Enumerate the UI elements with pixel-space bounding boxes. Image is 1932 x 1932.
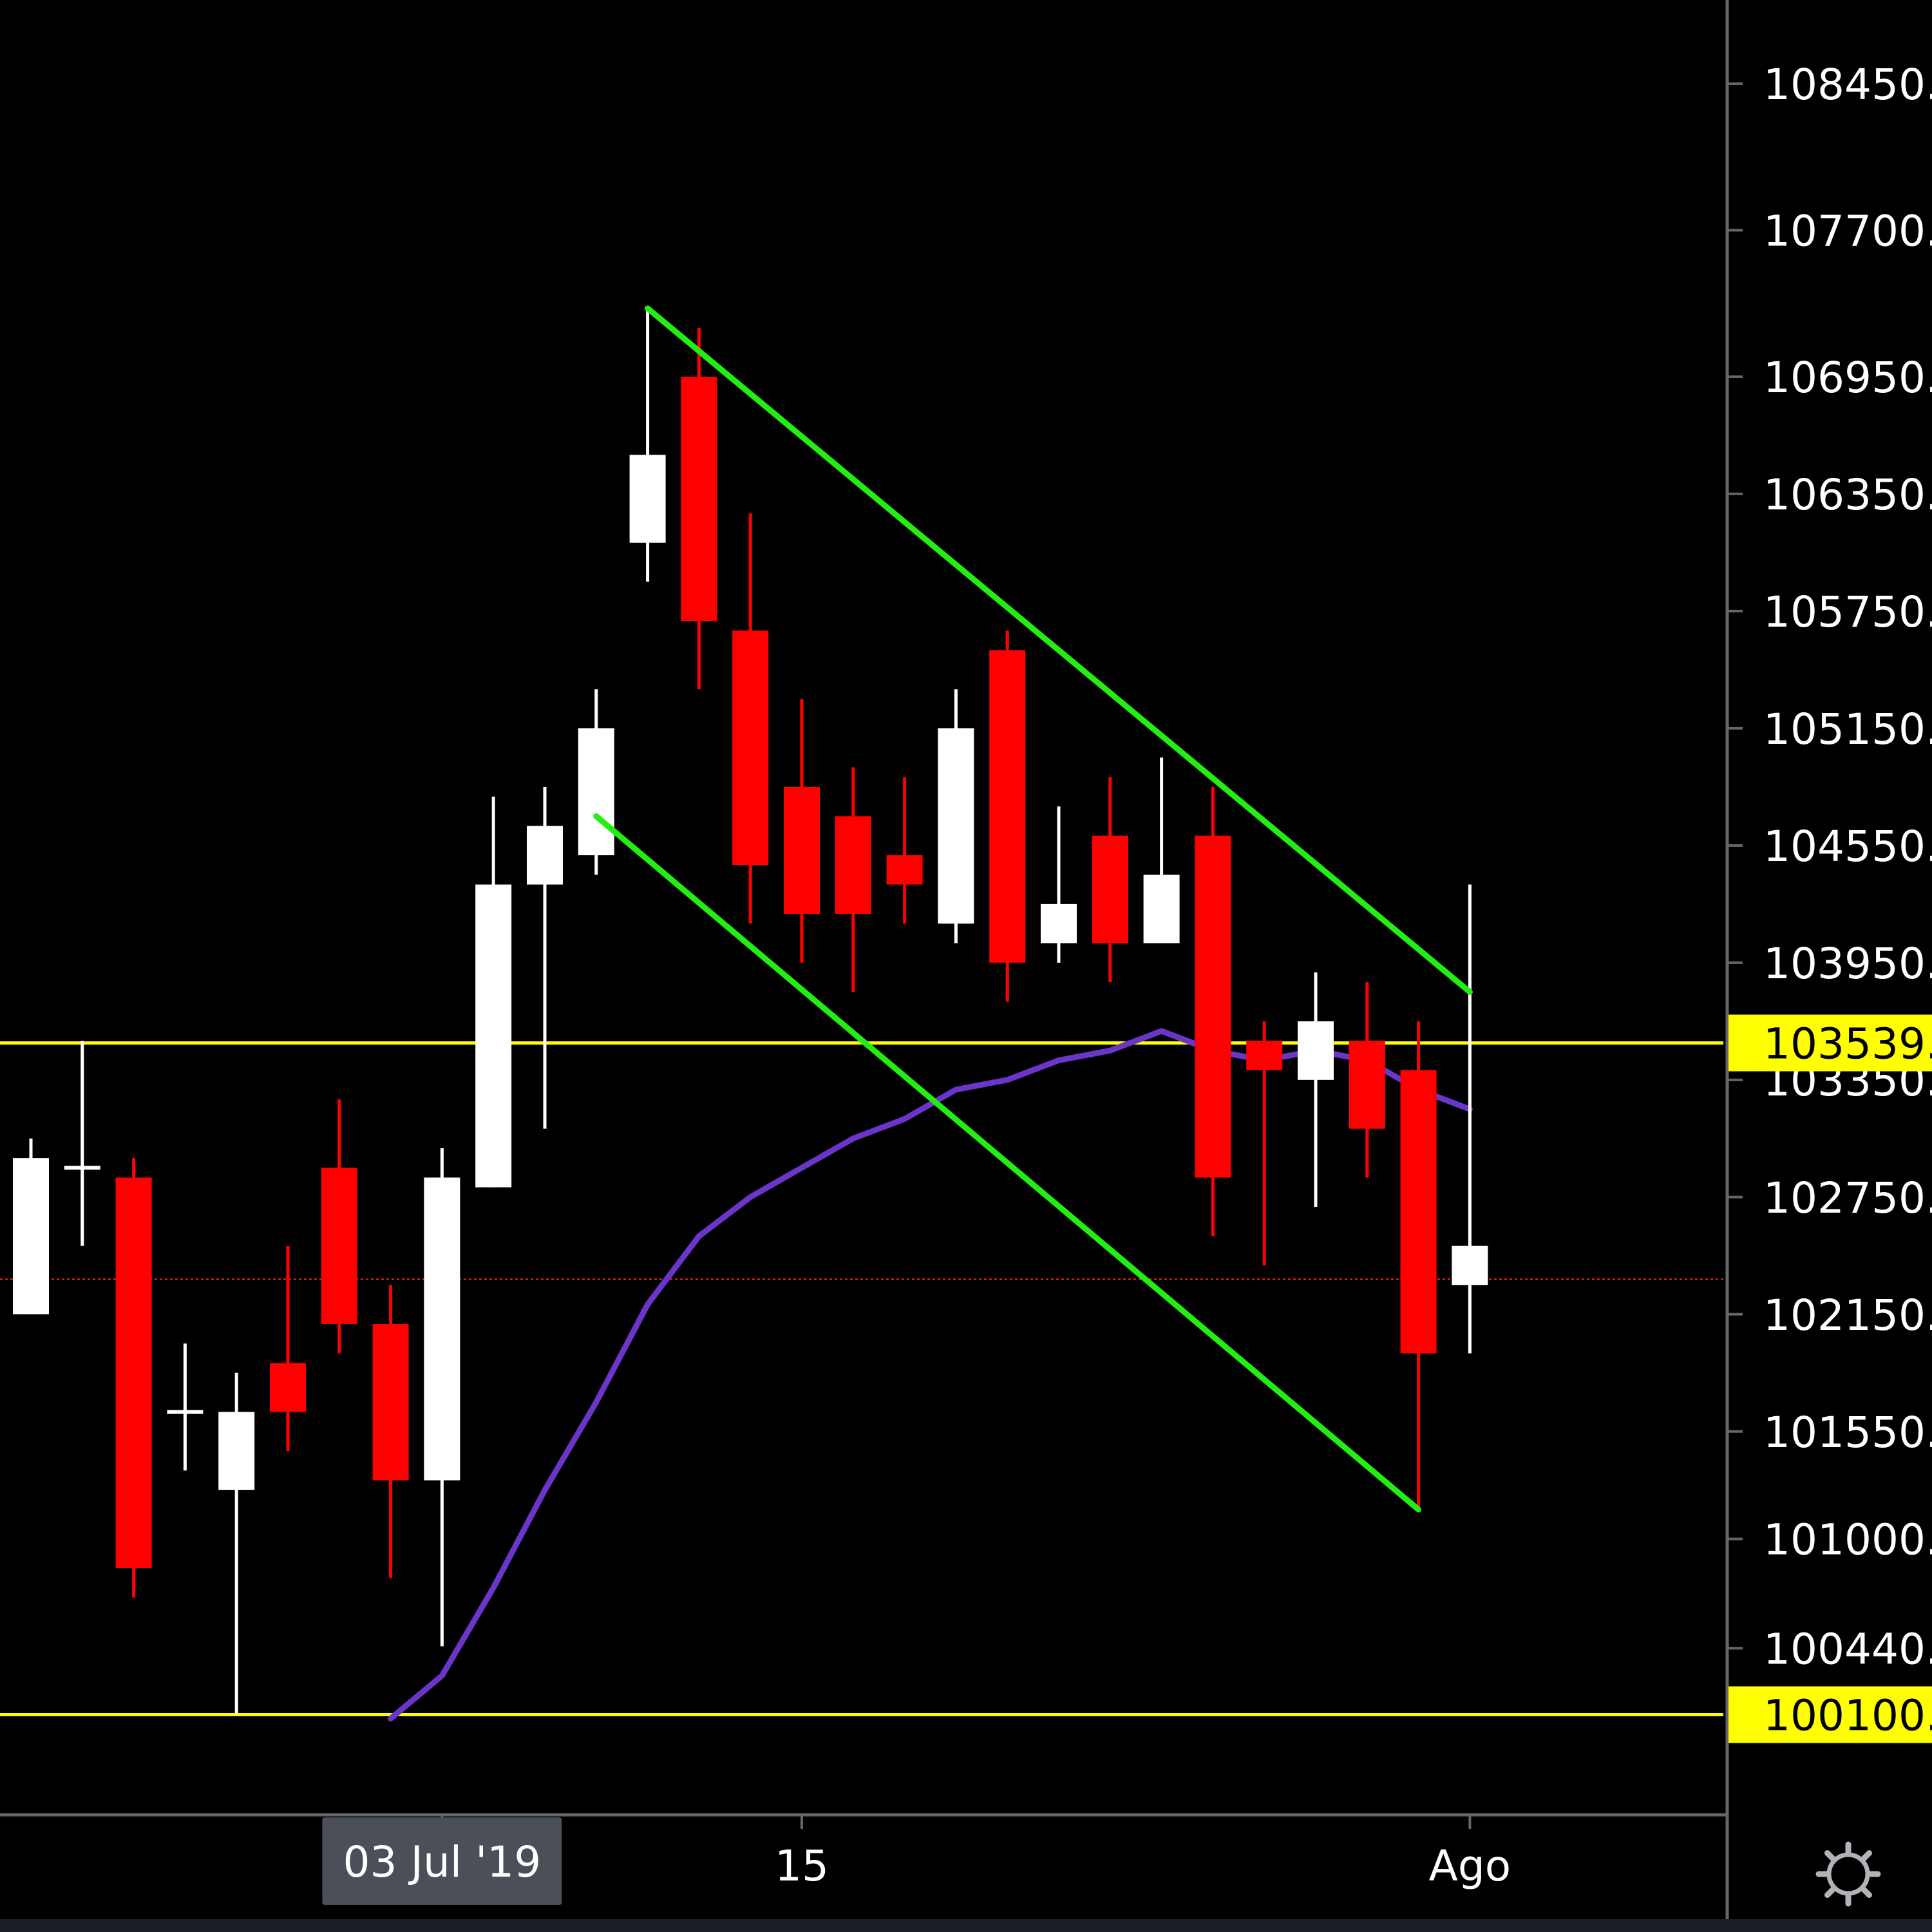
candle-body xyxy=(681,376,717,621)
candle-body xyxy=(1143,875,1180,943)
candle xyxy=(578,689,614,875)
candle xyxy=(629,308,666,582)
candle xyxy=(835,767,871,992)
candle-body xyxy=(938,728,974,924)
level-badge-label-1: 100100.0 xyxy=(1763,1691,1932,1741)
candle-body xyxy=(475,884,512,1188)
price-tick-label: 108450.0 xyxy=(1763,60,1932,109)
candle-body xyxy=(732,630,769,866)
candle xyxy=(1041,806,1077,963)
candle xyxy=(527,786,563,1129)
candle xyxy=(1246,1021,1283,1265)
level-badge-1 xyxy=(1728,1686,1932,1743)
candle-body xyxy=(886,855,923,885)
candle-body xyxy=(424,1177,460,1481)
candle xyxy=(218,1372,255,1715)
candle xyxy=(784,699,820,963)
candle-body xyxy=(64,1166,100,1170)
candle-body xyxy=(1041,904,1077,943)
candle-body xyxy=(784,786,820,914)
level-badge-label-0: 103539.0 xyxy=(1763,1019,1932,1069)
bottom-bar xyxy=(0,1919,1932,1932)
cursor-date-label: 03 Jul '19 xyxy=(343,1837,542,1887)
candle xyxy=(424,1148,460,1647)
price-tick-label: 104550.0 xyxy=(1763,822,1932,871)
price-tick-label: 106950.0 xyxy=(1763,353,1932,402)
trendline-1 xyxy=(593,813,1422,1513)
candle-body xyxy=(1400,1070,1437,1354)
plot-area[interactable] xyxy=(0,305,1723,1722)
candle-body xyxy=(218,1412,255,1490)
candle-body xyxy=(1195,835,1231,1178)
gear-tooth xyxy=(1860,1850,1873,1862)
level-badge-0 xyxy=(1728,1014,1932,1072)
time-axis[interactable]: J15Ago03 Jul '19 xyxy=(0,1813,1932,1932)
candle xyxy=(115,1158,152,1598)
price-tick-label: 105150.0 xyxy=(1763,705,1932,754)
candle-body xyxy=(13,1158,49,1314)
candle xyxy=(13,1138,49,1314)
candle-body xyxy=(527,826,563,885)
candle xyxy=(372,1285,409,1578)
time-tick-label: 15 xyxy=(775,1841,829,1891)
candle xyxy=(1143,757,1180,943)
candle-body xyxy=(578,728,614,856)
candle-body xyxy=(321,1168,357,1324)
price-tick-label: 101550.0 xyxy=(1763,1408,1932,1457)
candle xyxy=(475,797,512,1188)
candle-body xyxy=(1452,1245,1488,1285)
candle xyxy=(1452,884,1488,1354)
candle xyxy=(167,1343,204,1471)
candle xyxy=(1092,777,1128,983)
candle-body xyxy=(835,816,871,914)
candle xyxy=(1400,1021,1437,1510)
candle-body xyxy=(1298,1021,1334,1080)
cursor-date-badge xyxy=(322,1817,562,1905)
moving-average-line xyxy=(388,1028,1473,1722)
candle xyxy=(732,513,769,924)
candle xyxy=(681,328,717,690)
price-tick-label: 107700.0 xyxy=(1763,206,1932,256)
candle-body xyxy=(989,650,1026,963)
candle-body xyxy=(1349,1041,1385,1129)
candle xyxy=(989,630,1026,1002)
candle xyxy=(1195,786,1231,1236)
candle-body xyxy=(270,1363,306,1412)
candle-body xyxy=(115,1177,152,1569)
price-tick-label: 103950.0 xyxy=(1763,939,1932,989)
price-tick-label: 100440.0 xyxy=(1763,1624,1932,1674)
candle xyxy=(1298,972,1334,1207)
gear-tooth xyxy=(1824,1850,1837,1862)
candle xyxy=(64,1041,100,1246)
time-tick-label: Ago xyxy=(1429,1841,1511,1891)
candle-body xyxy=(1246,1041,1283,1070)
candle xyxy=(270,1245,306,1452)
trendline-0 xyxy=(645,305,1473,995)
candle-body xyxy=(629,455,666,543)
candle xyxy=(938,689,974,943)
candle xyxy=(886,777,923,924)
price-axis[interactable]: 108450.0 107700.0 106950.0 106350.0 105750.0… xyxy=(1725,0,1932,1932)
gear-icon[interactable] xyxy=(1815,1841,1881,1907)
gear-tooth xyxy=(1824,1886,1837,1899)
candle-body xyxy=(372,1323,409,1481)
price-tick-label: 105750.0 xyxy=(1763,587,1932,637)
candle-body xyxy=(167,1410,204,1414)
price-tick-label: 101000.0 xyxy=(1763,1515,1932,1565)
price-tick-label: 106350.0 xyxy=(1763,470,1932,520)
price-tick-label: 102750.0 xyxy=(1763,1173,1932,1223)
gear-tooth xyxy=(1860,1886,1873,1899)
candle xyxy=(1349,982,1385,1178)
candle-body xyxy=(1092,835,1128,943)
candle xyxy=(321,1099,357,1354)
price-tick-label: 102150.0 xyxy=(1763,1291,1932,1340)
